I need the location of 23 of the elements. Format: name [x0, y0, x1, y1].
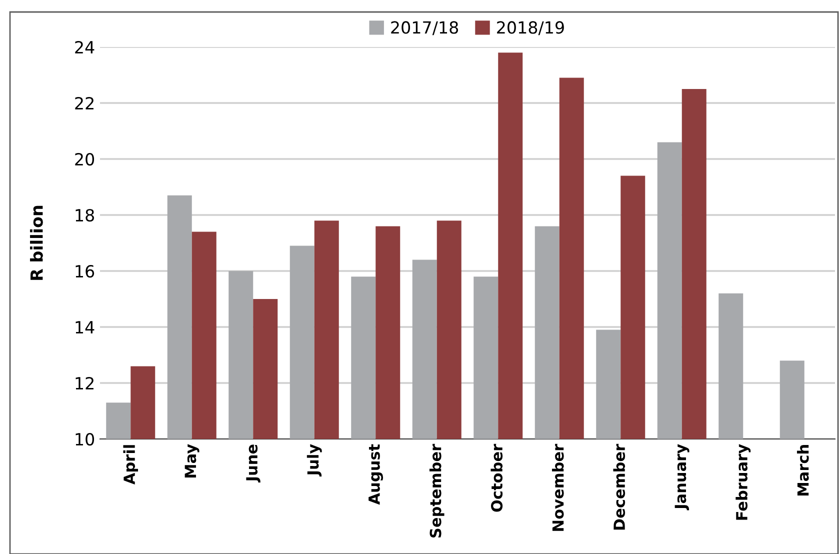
x-tick-label: January [674, 444, 690, 510]
y-tick-label: 14 [76, 321, 94, 334]
y-tick-label: 20 [75, 152, 94, 166]
x-tick-label: July [306, 444, 322, 476]
x-tick-label: March [796, 445, 809, 496]
y-tick-label: 18 [76, 208, 94, 222]
y-tick-label: 12 [76, 376, 94, 390]
y-tick-label: 24 [75, 40, 94, 54]
x-tick-label: April [123, 445, 138, 485]
x-tick-label: September [429, 444, 444, 538]
legend-label: 2017/18 [391, 21, 458, 36]
x-tick-label: November [552, 444, 564, 531]
y-tick-label: 10 [76, 432, 94, 446]
x-tick-label: August [368, 444, 384, 505]
x-tick-label: May [184, 444, 200, 478]
x-tick-label: June [246, 444, 260, 483]
legend-label: 2018/19 [497, 21, 564, 36]
x-tick-label: December [613, 444, 626, 530]
x-tick-label: October [490, 444, 503, 512]
x-tick-label: February [736, 444, 751, 520]
y-tick-label: 16 [76, 264, 94, 278]
y-axis-title: R billion [30, 206, 43, 280]
y-tick-label: 22 [75, 96, 94, 110]
